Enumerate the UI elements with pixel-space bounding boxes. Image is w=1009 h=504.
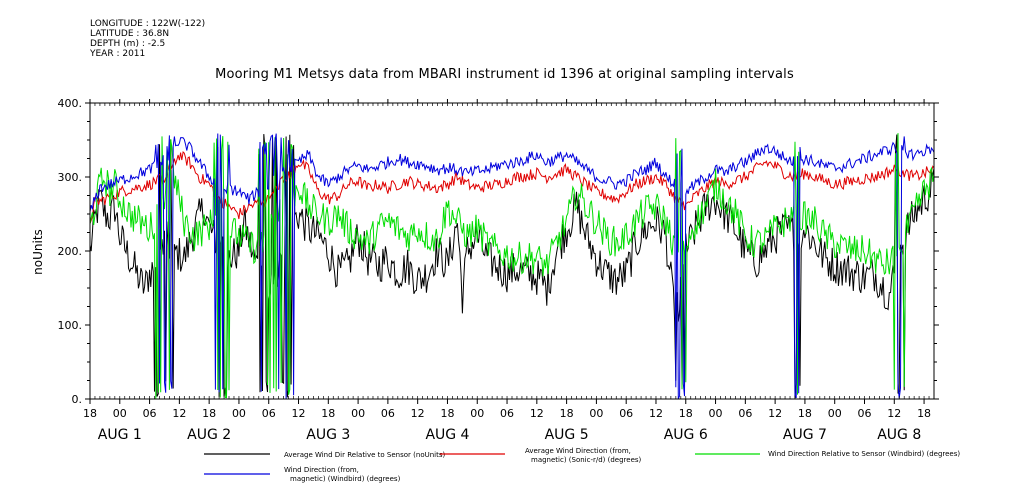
x-tick-label: 12 bbox=[172, 407, 186, 420]
y-tick-label: 400. bbox=[58, 97, 83, 110]
legend-label-3: magnetic) (Windbird) (degrees) bbox=[290, 475, 401, 483]
y-tick-label: 300. bbox=[58, 171, 83, 184]
y-axis-label: noUnits bbox=[31, 229, 45, 275]
x-date-label: AUG 8 bbox=[877, 427, 921, 443]
legend-label-1: Average Wind Direction (from, bbox=[525, 447, 631, 455]
series-line-1 bbox=[89, 151, 935, 224]
metadata-block: LONGITUDE : 122W(-122) LATITUDE : 36.8N … bbox=[90, 19, 205, 59]
x-date-label: AUG 7 bbox=[783, 427, 827, 443]
x-tick-label: 06 bbox=[262, 407, 276, 420]
x-tick-label: 12 bbox=[292, 407, 306, 420]
y-tick-label: 100. bbox=[58, 319, 83, 332]
legend: Average Wind Dir Relative to Sensor (noU… bbox=[204, 447, 960, 483]
x-tick-label: 12 bbox=[887, 407, 901, 420]
x-tick-label: 18 bbox=[202, 407, 216, 420]
year-label: YEAR : 2011 bbox=[90, 49, 146, 59]
x-tick-label: 06 bbox=[500, 407, 514, 420]
x-tick-label: 12 bbox=[649, 407, 663, 420]
x-tick-label: 18 bbox=[798, 407, 812, 420]
latitude-label: LATITUDE : 36.8N bbox=[90, 29, 170, 39]
x-tick-label: 18 bbox=[440, 407, 454, 420]
chart-title: Mooring M1 Metsys data from MBARI instru… bbox=[215, 67, 794, 82]
x-tick-label: 18 bbox=[679, 407, 693, 420]
x-tick-label: 06 bbox=[381, 407, 395, 420]
x-tick-label: 00 bbox=[351, 407, 365, 420]
series-line-3 bbox=[89, 133, 935, 399]
x-tick-label: 18 bbox=[321, 407, 335, 420]
x-tick-label: 18 bbox=[560, 407, 574, 420]
x-date-label: AUG 4 bbox=[425, 427, 469, 443]
x-tick-label: 06 bbox=[619, 407, 633, 420]
x-tick-label: 00 bbox=[589, 407, 603, 420]
x-tick-label: 06 bbox=[857, 407, 871, 420]
x-date-label: AUG 2 bbox=[187, 427, 231, 443]
depth-label: DEPTH (m) : -2.5 bbox=[90, 39, 166, 49]
longitude-label: LONGITUDE : 122W(-122) bbox=[90, 19, 206, 29]
series-line-0 bbox=[89, 134, 935, 399]
x-tick-label: 12 bbox=[411, 407, 425, 420]
x-tick-label: 00 bbox=[113, 407, 127, 420]
x-date-label: AUG 1 bbox=[98, 427, 142, 443]
legend-label-3: Wind Direction (from, bbox=[284, 466, 359, 474]
legend-label-0: Average Wind Dir Relative to Sensor (noU… bbox=[284, 451, 445, 459]
legend-label-1: magnetic) (Sonic-r/d) (degrees) bbox=[531, 456, 642, 464]
x-date-label: AUG 5 bbox=[545, 427, 589, 443]
x-tick-label: 00 bbox=[828, 407, 842, 420]
x-tick-label: 00 bbox=[232, 407, 246, 420]
legend-label-2: Wind Direction Relative to Sensor (Windb… bbox=[768, 450, 960, 458]
series-layer bbox=[89, 133, 935, 400]
y-tick-label: 0. bbox=[72, 393, 83, 406]
x-tick-label: 00 bbox=[470, 407, 484, 420]
x-tick-label: 06 bbox=[143, 407, 157, 420]
x-date-label: AUG 6 bbox=[664, 427, 708, 443]
x-tick-label: 12 bbox=[530, 407, 544, 420]
x-date-label: AUG 3 bbox=[306, 427, 350, 443]
x-tick-label: 18 bbox=[917, 407, 931, 420]
series-line-2 bbox=[89, 133, 935, 400]
x-tick-label: 00 bbox=[709, 407, 723, 420]
y-tick-label: 200. bbox=[58, 245, 83, 258]
x-tick-label: 06 bbox=[738, 407, 752, 420]
x-tick-label: 12 bbox=[768, 407, 782, 420]
x-tick-label: 18 bbox=[83, 407, 97, 420]
axes-layer: 0. 100. 200. 300. 400. 18 00 06 12 18 00 06 12 18 00 06… bbox=[58, 97, 939, 443]
